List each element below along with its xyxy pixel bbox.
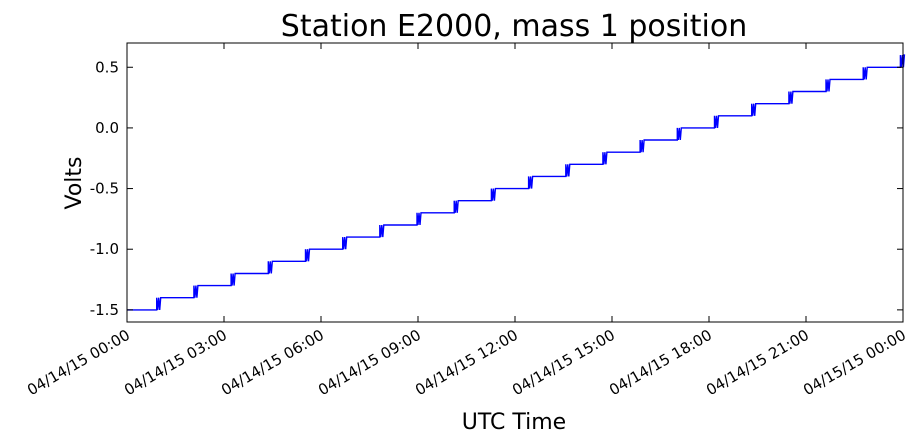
x-tick-label: 04/14/15 15:00 xyxy=(509,326,618,399)
x-tick-label: 04/14/15 21:00 xyxy=(703,326,812,399)
y-tick-label: 0.5 xyxy=(95,58,119,76)
plot-frame xyxy=(126,42,904,323)
x-tick-label: 04/14/15 12:00 xyxy=(412,326,521,399)
x-axis-label: UTC Time xyxy=(462,410,566,435)
y-axis-label: Volts xyxy=(62,156,87,209)
y-tick-label: -0.5 xyxy=(90,180,119,198)
plot-area xyxy=(127,54,906,311)
x-tick-label: 04/14/15 06:00 xyxy=(218,326,327,399)
y-tick-label: 0.0 xyxy=(95,119,119,137)
chart-title: Station E2000, mass 1 position xyxy=(281,9,747,44)
x-tick-label: 04/14/15 00:00 xyxy=(24,326,133,399)
x-tick-label: 04/14/15 09:00 xyxy=(315,326,424,399)
y-tick-label: -1.0 xyxy=(90,240,119,258)
x-tick-label: 04/15/15 00:00 xyxy=(800,326,909,399)
x-tick-label: 04/14/15 18:00 xyxy=(606,326,715,399)
x-tick-label: 04/14/15 03:00 xyxy=(121,326,230,399)
series-line xyxy=(127,54,906,311)
y-tick-label: -1.5 xyxy=(90,301,119,319)
